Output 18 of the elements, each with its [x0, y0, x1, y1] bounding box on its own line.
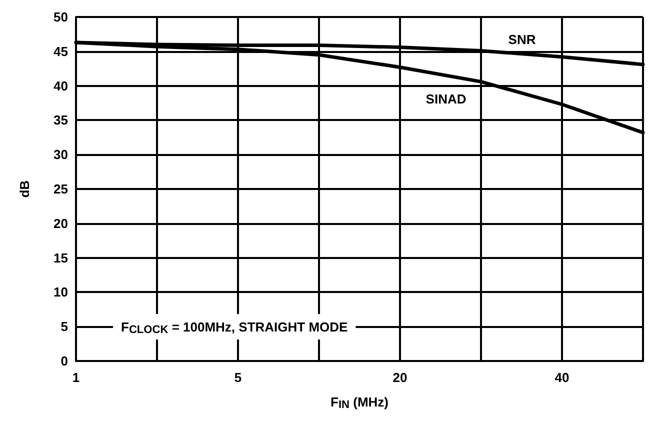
y-tick-label: 15 [54, 250, 68, 266]
series-label: SINAD [426, 92, 466, 107]
x-tick-label: 40 [554, 370, 570, 385]
y-tick-label: 0 [60, 354, 68, 368]
y-tick-label: 25 [54, 182, 68, 196]
y-tick-label: 10 [54, 284, 68, 300]
y-tick-label: 20 [54, 216, 68, 231]
x-tick-label: 5 [234, 370, 242, 385]
y-tick-label: 30 [54, 147, 68, 162]
x-tick-label: 1 [72, 370, 80, 385]
y-tick-label: 45 [54, 44, 68, 59]
y-tick-label: 5 [60, 319, 68, 334]
x-tick-label: 20 [392, 370, 408, 385]
y-axis-title: dB [17, 180, 32, 198]
y-tick-label: 40 [54, 78, 68, 94]
series-label: SNR [508, 32, 536, 47]
y-tick-label: 50 [54, 10, 68, 24]
y-tick-label: 35 [54, 112, 68, 128]
